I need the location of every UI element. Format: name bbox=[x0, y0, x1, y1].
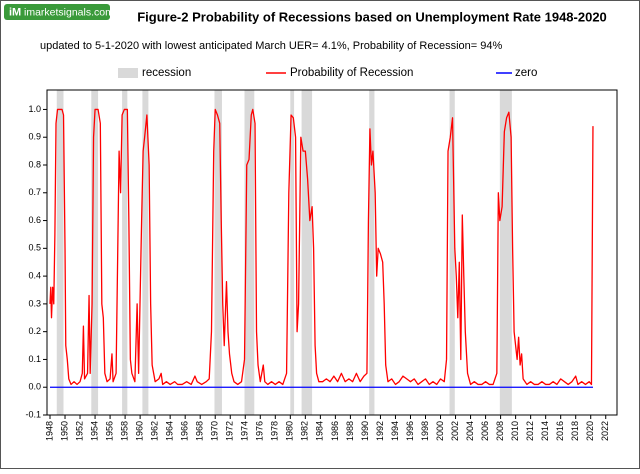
x-tick-label: 2010 bbox=[510, 421, 520, 441]
x-tick-label: 2008 bbox=[495, 421, 505, 441]
plot-frame bbox=[46, 89, 618, 416]
y-tick-label: 0.9 bbox=[28, 132, 41, 142]
recession-band bbox=[499, 90, 512, 415]
y-tick-label: 0.5 bbox=[28, 243, 41, 253]
legend-recession-swatch bbox=[118, 68, 138, 78]
x-tick-label: 1976 bbox=[255, 421, 265, 441]
x-tick-label: 2016 bbox=[555, 421, 565, 441]
x-tick-label: 1956 bbox=[104, 421, 114, 441]
chart-subtitle: updated to 5-1-2020 with lowest anticipa… bbox=[40, 40, 502, 52]
x-tick-label: 1964 bbox=[165, 421, 175, 441]
legend-label: Probability of Recession bbox=[290, 67, 413, 79]
y-tick-label: 0.6 bbox=[28, 215, 41, 225]
x-tick-label: 1990 bbox=[360, 421, 370, 441]
x-tick-label: 1980 bbox=[285, 421, 295, 441]
x-tick-label: 2018 bbox=[570, 421, 580, 441]
x-tick-label: 1966 bbox=[180, 421, 190, 441]
recession-band bbox=[301, 90, 313, 415]
legend-label: recession bbox=[142, 67, 191, 79]
recession-band bbox=[244, 90, 255, 415]
x-tick-label: 2002 bbox=[450, 421, 460, 441]
y-tick-label: 0.0 bbox=[28, 382, 41, 392]
x-tick-label: 1984 bbox=[315, 421, 325, 441]
x-tick-label: 1992 bbox=[375, 421, 385, 441]
x-tick-label: 1970 bbox=[210, 421, 220, 441]
logo-box bbox=[4, 4, 110, 20]
x-tick-label: 1972 bbox=[225, 421, 235, 441]
x-tick-label: 2020 bbox=[585, 421, 595, 441]
recession-band bbox=[142, 90, 149, 415]
y-tick-label: 0.3 bbox=[28, 298, 41, 308]
y-tick-label: 0.1 bbox=[28, 354, 41, 364]
x-tick-label: 1996 bbox=[405, 421, 415, 441]
x-tick-label: 2012 bbox=[525, 421, 535, 441]
x-tick-label: 1968 bbox=[195, 421, 205, 441]
recession-band bbox=[122, 90, 128, 415]
x-tick-label: 2000 bbox=[435, 421, 445, 441]
series-line bbox=[49, 108, 594, 386]
y-tick-label: 0.4 bbox=[28, 270, 41, 280]
y-tick-label: -0.1 bbox=[25, 409, 41, 419]
y-tick-label: 0.7 bbox=[28, 187, 41, 197]
x-tick-label: 1960 bbox=[134, 421, 144, 441]
y-tick-label: 1.0 bbox=[28, 104, 41, 114]
y-tick-label: 0.8 bbox=[28, 159, 41, 169]
x-tick-label: 2004 bbox=[465, 421, 475, 441]
x-tick-label: 2006 bbox=[480, 421, 490, 441]
recession-band bbox=[214, 90, 222, 415]
x-tick-label: 2014 bbox=[540, 421, 550, 441]
x-tick-label: 1974 bbox=[240, 421, 250, 441]
x-tick-label: 1994 bbox=[390, 421, 400, 441]
x-tick-label: 1986 bbox=[330, 421, 340, 441]
logo-text: imarketsignals.com bbox=[24, 6, 114, 18]
x-tick-label: 1988 bbox=[345, 421, 355, 441]
recession-band bbox=[290, 90, 295, 415]
x-tick-label: 1952 bbox=[74, 421, 84, 441]
recession-band bbox=[369, 90, 375, 415]
chart-title: Figure-2 Probability of Recessions based… bbox=[137, 9, 607, 24]
recession-band bbox=[56, 90, 64, 415]
x-tick-label: 1998 bbox=[420, 421, 430, 441]
x-tick-label: 1954 bbox=[89, 421, 99, 441]
x-tick-label: 1962 bbox=[150, 421, 160, 441]
x-tick-label: 1978 bbox=[270, 421, 280, 441]
legend-label: zero bbox=[515, 67, 537, 79]
y-tick-label: 0.2 bbox=[28, 326, 41, 336]
recession-band bbox=[91, 90, 99, 415]
x-tick-label: 1958 bbox=[119, 421, 129, 441]
x-tick-label: 2022 bbox=[600, 421, 610, 441]
x-tick-label: 1950 bbox=[59, 421, 69, 441]
x-tick-label: 1982 bbox=[300, 421, 310, 441]
recession-band bbox=[449, 90, 455, 415]
logo-icon: iM bbox=[9, 6, 21, 18]
x-tick-label: 1948 bbox=[44, 421, 54, 441]
